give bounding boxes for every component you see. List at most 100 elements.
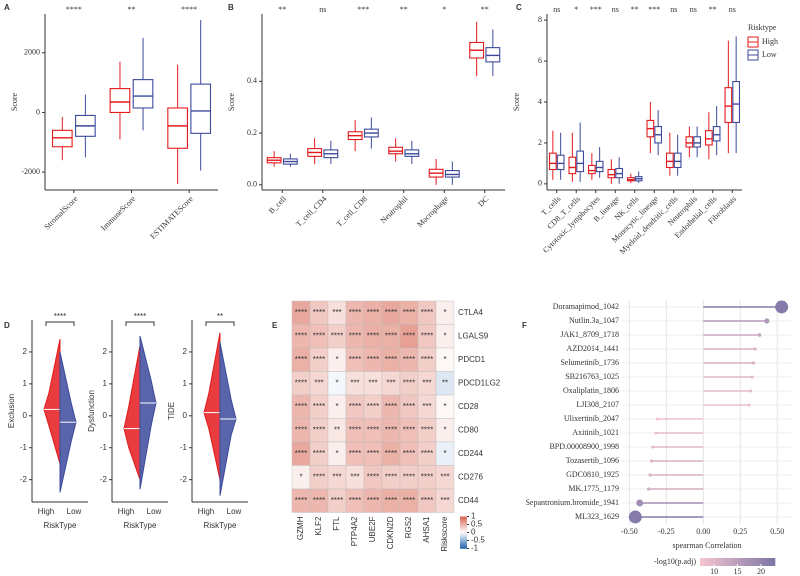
colorbar-label: 0 [471, 528, 476, 537]
cell-label: *** [368, 378, 377, 387]
significance: **** [134, 312, 146, 321]
x-tick-label: High [198, 507, 214, 516]
category-label: GDC0810_1925 [566, 470, 619, 479]
colorbar-step [460, 544, 467, 547]
cell-label: * [443, 449, 446, 458]
row-label: CD44 [458, 496, 479, 505]
cell-label: **** [385, 496, 397, 505]
cell-label: **** [349, 308, 361, 317]
cell-label: **** [295, 331, 307, 340]
row-label: CD28 [458, 402, 479, 411]
y-tick-label: 0 [36, 107, 40, 116]
colorbar-step [460, 532, 467, 535]
y-tick-label: -1 [20, 443, 28, 452]
x-tick-label: 0.00 [696, 527, 710, 536]
cell-label: **** [295, 449, 307, 458]
category-label: Sepantronium.bromide_1941 [525, 498, 619, 507]
column-label: UBE2F [368, 516, 377, 542]
dot [654, 431, 658, 435]
colorbar-label: -0.5 [471, 536, 485, 545]
cell-label: **** [385, 308, 397, 317]
cell-label: **** [421, 425, 433, 434]
color-legend-step [718, 558, 723, 566]
color-legend-step [752, 558, 757, 566]
row-label: CTLA4 [458, 308, 483, 317]
cell-label: **** [421, 308, 433, 317]
box [673, 152, 682, 169]
box [556, 154, 565, 171]
significance: ** [128, 5, 136, 14]
cell-label: *** [332, 472, 341, 481]
category-label: JAK1_8709_1718 [560, 330, 619, 339]
colorbar-step [460, 520, 467, 523]
significance: ** [631, 5, 639, 14]
category-label: Doramapimod_1042 [553, 302, 619, 311]
significance: ns [553, 5, 560, 14]
colorbar-step [460, 536, 467, 539]
box [576, 150, 585, 173]
y-tick-label: -2000 [21, 167, 40, 176]
color-legend-step [741, 558, 746, 566]
cell-label: **** [421, 331, 433, 340]
dot [636, 499, 644, 507]
cell-label: **** [367, 425, 379, 434]
cell-label: **** [367, 449, 379, 458]
category-label: Tozasertib_1096 [566, 456, 619, 465]
cell-label: **** [295, 402, 307, 411]
cell-label: *** [440, 496, 449, 505]
color-legend-step [711, 558, 716, 566]
cell-label: **** [313, 308, 325, 317]
cell-label: **** [295, 355, 307, 364]
x-tick-label: ESTIMATEScore [148, 194, 195, 241]
legend-title: Risktype [748, 23, 777, 32]
y-tick-label: 2000 [24, 48, 40, 57]
significance-bracket [205, 321, 235, 326]
x-tick-label: 0.25 [733, 527, 747, 536]
cell-label: **** [403, 355, 415, 364]
dot [764, 318, 770, 324]
category-label: Oxaliplatin_1806 [563, 386, 619, 395]
colorbar-label: 0.5 [471, 520, 483, 529]
cell-label: * [299, 472, 302, 481]
significance: * [574, 5, 578, 14]
cell-label: **** [313, 402, 325, 411]
cell-label: **** [349, 355, 361, 364]
colorbar-step [460, 540, 467, 543]
color-legend-step [756, 558, 761, 566]
cell-label: **** [349, 449, 361, 458]
y-tick-label: 2 [183, 347, 188, 356]
dot [628, 510, 642, 524]
cell-label: **** [349, 402, 361, 411]
y-tick-label: 0 [538, 179, 542, 188]
category-label: ML323_1629 [575, 512, 619, 521]
cell-label: **** [403, 378, 415, 387]
y-tick-label: 0 [23, 411, 28, 420]
y-tick-label: -2 [20, 475, 28, 484]
cell-label: * [335, 402, 338, 411]
x-axis-title: spearman Correlation [672, 541, 741, 550]
box [712, 126, 721, 142]
color-legend-step [767, 558, 772, 566]
significance: ** [217, 312, 223, 321]
colorbar-step [460, 542, 467, 545]
cell-label: **** [367, 308, 379, 317]
panel-label: C [516, 3, 522, 12]
cell-label: * [443, 331, 446, 340]
cell-label: **** [385, 355, 397, 364]
x-tick-label: High [38, 507, 54, 516]
lollipop: -0.50 -0.25 0.00 0.25 0.50 spearman Correlati… [525, 300, 792, 576]
cell-label: *** [332, 308, 341, 317]
box [132, 79, 154, 109]
cell-label: **** [295, 308, 307, 317]
cell-label: *** [422, 378, 431, 387]
y-tick-label: 0 [183, 411, 188, 420]
cell-label: **** [295, 425, 307, 434]
cell-label: **** [403, 496, 415, 505]
x-tick-label: Low [67, 507, 82, 516]
dot [648, 473, 652, 477]
cell-label: **** [385, 402, 397, 411]
column-label: KLF2 [314, 516, 323, 536]
dot [649, 459, 654, 463]
column-label: PTP4A2 [350, 516, 359, 546]
panel-label: F [522, 321, 527, 330]
